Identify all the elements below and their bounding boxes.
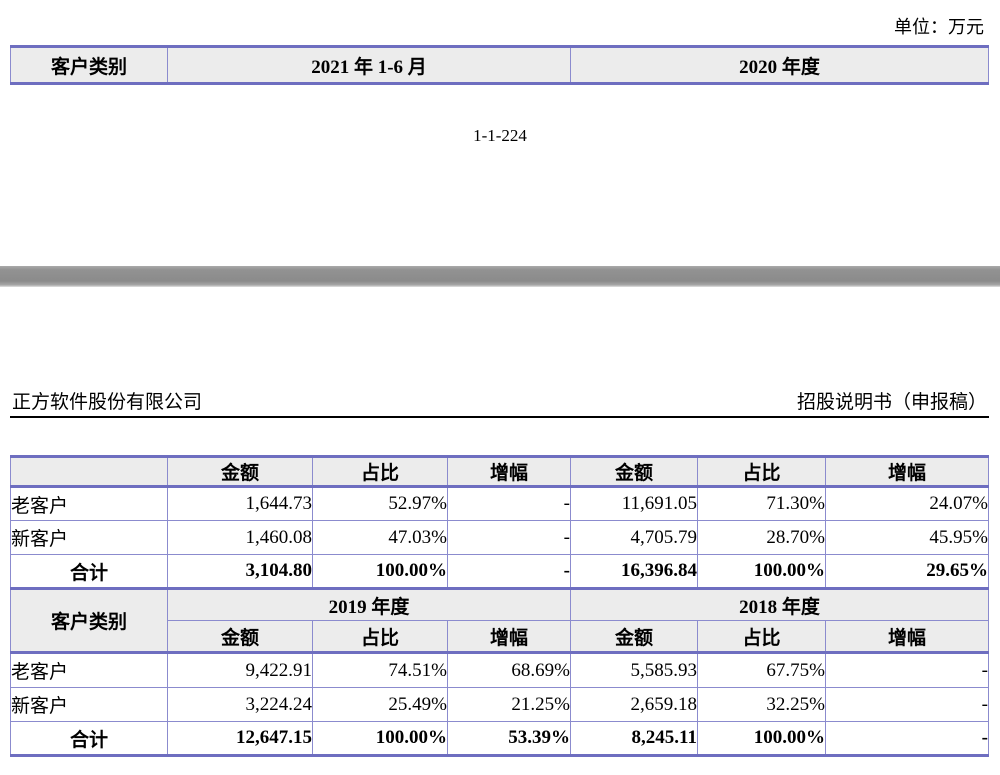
cell-value: 3,224.24: [167, 687, 313, 722]
cell-value: 21.25%: [447, 687, 571, 722]
row-label-total: 合计: [10, 721, 168, 757]
subheader-share: 占比: [312, 455, 448, 488]
cell-value: -: [825, 687, 989, 722]
subheader-amount: 金额: [570, 620, 698, 654]
subheader-growth: 增幅: [825, 620, 989, 654]
empty-corner-cell: [10, 455, 168, 488]
table-row-new-customers: 新客户 1,460.08 47.03% - 4,705.79 28.70% 45…: [10, 520, 989, 555]
cell-value: 100.00%: [697, 721, 826, 757]
unit-label: 单位：万元: [894, 17, 984, 37]
cell-value: -: [447, 554, 571, 590]
customer-category-data-table: 金额 占比 增幅 金额 占比 增幅 老客户 1,644.73 52.97% - …: [10, 455, 989, 757]
subheader-growth: 增幅: [447, 620, 571, 654]
cell-value: 28.70%: [697, 520, 826, 555]
col-header-period-2019: 2019 年度: [167, 588, 571, 621]
cell-value: 45.95%: [825, 520, 989, 555]
cell-value: 74.51%: [312, 652, 448, 688]
cell-value: 1,644.73: [167, 486, 313, 521]
header-rule: [10, 416, 989, 418]
table-subheader-row: 金额 占比 增幅 金额 占比 增幅: [11, 620, 989, 654]
table-row-total: 合计 3,104.80 100.00% - 16,396.84 100.00% …: [10, 554, 989, 590]
cell-value: 24.07%: [825, 486, 989, 521]
cell-value: 3,104.80: [167, 554, 313, 590]
subheader-share: 占比: [697, 455, 826, 488]
cell-value: 1,460.08: [167, 520, 313, 555]
cell-value: 4,705.79: [570, 520, 698, 555]
page-separator-bar: [0, 266, 1000, 287]
col-header-period-2021h1: 2021 年 1-6 月: [167, 45, 571, 85]
cell-value: 2,659.18: [570, 687, 698, 722]
row-label-total: 合计: [10, 554, 168, 590]
col-header-customer-category: 客户类别: [10, 588, 168, 654]
cell-value: 16,396.84: [570, 554, 698, 590]
subheader-amount: 金额: [570, 455, 698, 488]
page-number: 1-1-224: [473, 126, 527, 145]
cell-value: 29.65%: [825, 554, 989, 590]
cell-value: -: [447, 486, 571, 521]
document-header: 正方软件股份有限公司 招股说明书（申报稿）: [12, 387, 987, 414]
cell-value: 25.49%: [312, 687, 448, 722]
subheader-share: 占比: [697, 620, 826, 654]
cell-value: 53.39%: [447, 721, 571, 757]
subheader-share: 占比: [312, 620, 448, 654]
company-name: 正方软件股份有限公司: [12, 392, 203, 413]
cell-value: 8,245.11: [570, 721, 698, 757]
cell-value: -: [825, 721, 989, 757]
cell-value: 32.25%: [697, 687, 826, 722]
cell-value: 9,422.91: [167, 652, 313, 688]
table-row-new-customers: 新客户 3,224.24 25.49% 21.25% 2,659.18 32.2…: [10, 687, 989, 722]
subheader-amount: 金额: [167, 620, 313, 654]
col-header-period-2018: 2018 年度: [570, 588, 989, 621]
cell-value: 100.00%: [697, 554, 826, 590]
cell-value: 5,585.93: [570, 652, 698, 688]
cell-value: 11,691.05: [570, 486, 698, 521]
row-label: 老客户: [10, 486, 168, 521]
cell-value: 71.30%: [697, 486, 826, 521]
top-continued-table: 客户类别 2021 年 1-6 月 2020 年度: [10, 45, 989, 85]
subheader-amount: 金额: [167, 455, 313, 488]
col-header-period-2020: 2020 年度: [570, 45, 989, 85]
cell-value: 100.00%: [312, 554, 448, 590]
cell-value: 52.97%: [312, 486, 448, 521]
row-label: 新客户: [10, 687, 168, 722]
cell-value: 100.00%: [312, 721, 448, 757]
table-row-total: 合计 12,647.15 100.00% 53.39% 8,245.11 100…: [10, 721, 989, 757]
row-label: 新客户: [10, 520, 168, 555]
cell-value: 47.03%: [312, 520, 448, 555]
table-header-row-years: 客户类别 2019 年度 2018 年度: [10, 588, 989, 654]
cell-value: -: [825, 652, 989, 688]
subheader-growth: 增幅: [447, 455, 571, 488]
cell-value: 12,647.15: [167, 721, 313, 757]
cell-value: -: [447, 520, 571, 555]
table-row-old-customers: 老客户 9,422.91 74.51% 68.69% 5,585.93 67.7…: [10, 652, 989, 688]
table-row-old-customers: 老客户 1,644.73 52.97% - 11,691.05 71.30% 2…: [10, 486, 989, 521]
doc-title: 招股说明书（申报稿）: [796, 392, 987, 413]
col-header-customer-category: 客户类别: [10, 45, 168, 85]
cell-value: 68.69%: [447, 652, 571, 688]
row-label: 老客户: [10, 652, 168, 688]
table-subheader-row: 金额 占比 增幅 金额 占比 增幅: [10, 455, 989, 488]
cell-value: 67.75%: [697, 652, 826, 688]
table-header-row: 客户类别 2021 年 1-6 月 2020 年度: [10, 45, 989, 85]
subheader-growth: 增幅: [825, 455, 989, 488]
